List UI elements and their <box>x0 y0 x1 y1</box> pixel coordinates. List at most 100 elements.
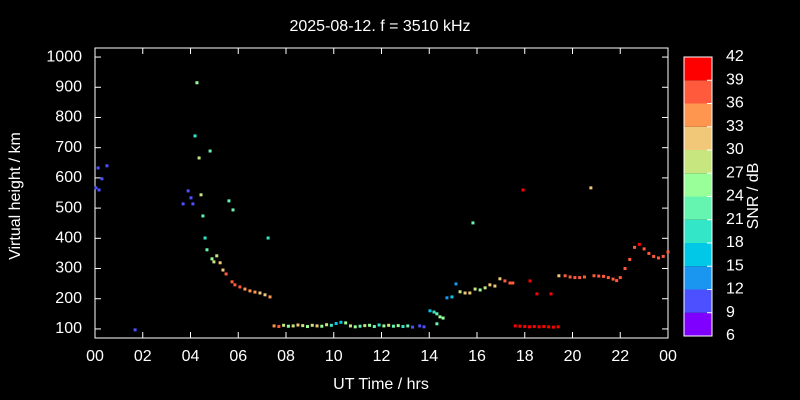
point <box>633 245 637 249</box>
y-tick-label: 900 <box>55 78 82 95</box>
point <box>97 188 101 192</box>
point <box>628 257 632 261</box>
point <box>542 325 546 329</box>
point <box>537 325 541 329</box>
colorbar-band <box>684 266 712 290</box>
point <box>334 322 338 325</box>
colorbar-tick-label: 21 <box>726 211 744 228</box>
colorbar-band <box>684 173 712 197</box>
point <box>454 282 458 286</box>
point <box>208 149 212 153</box>
point <box>508 281 512 285</box>
point <box>210 257 214 261</box>
point <box>94 186 98 190</box>
y-tick-label: 700 <box>55 139 82 156</box>
point <box>483 286 487 290</box>
x-tick-label: 08 <box>277 348 295 365</box>
point <box>227 199 231 203</box>
point <box>606 276 610 280</box>
point <box>513 324 517 328</box>
point <box>432 310 436 314</box>
point <box>203 236 207 240</box>
plot-frame <box>94 47 669 339</box>
point <box>191 202 195 206</box>
colorbar-tick-label: 39 <box>726 71 744 88</box>
point <box>503 279 507 283</box>
x-tick-label: 16 <box>468 348 486 365</box>
colorbar-band <box>684 126 712 150</box>
point <box>189 196 193 200</box>
colorbar-tick-label: 30 <box>726 141 744 158</box>
point <box>368 323 372 327</box>
point <box>100 177 104 181</box>
point <box>406 324 410 328</box>
point <box>382 324 386 328</box>
point <box>243 287 247 291</box>
x-tick-label: 22 <box>611 348 629 365</box>
y-axis-label: Virtual height / km <box>7 132 24 260</box>
point <box>315 324 319 328</box>
point <box>231 208 235 212</box>
y-tick-label: 800 <box>55 109 82 126</box>
point <box>597 274 601 278</box>
point <box>181 202 185 206</box>
point <box>96 166 100 170</box>
y-tick-label: 100 <box>55 320 82 337</box>
point <box>478 288 482 292</box>
point <box>197 156 201 160</box>
point <box>557 274 561 278</box>
point <box>450 295 454 299</box>
colorbar-tick-label: 9 <box>726 304 735 321</box>
y-tick-label: 300 <box>55 260 82 277</box>
point <box>551 325 555 329</box>
colorbar-tick-label: 27 <box>726 164 744 181</box>
x-tick-label: 02 <box>134 348 152 365</box>
x-tick-label: 00 <box>659 348 677 365</box>
point <box>435 322 439 326</box>
colorbar-band <box>684 243 712 267</box>
point <box>305 325 309 329</box>
point <box>221 268 225 272</box>
point <box>224 272 228 276</box>
y-tick-label: 1000 <box>46 48 82 65</box>
point <box>652 254 656 258</box>
point <box>205 248 209 252</box>
point <box>266 236 270 240</box>
x-tick-label: 14 <box>420 348 438 365</box>
point <box>518 324 522 328</box>
point <box>301 324 305 328</box>
point <box>647 251 651 255</box>
point <box>422 325 426 329</box>
point <box>468 291 472 295</box>
point <box>193 134 197 138</box>
point <box>458 290 462 294</box>
x-tick-label: 06 <box>229 348 247 365</box>
point <box>218 261 222 265</box>
colorbar-band <box>684 312 712 336</box>
point <box>363 324 367 328</box>
point <box>396 324 400 328</box>
point <box>258 291 262 295</box>
x-tick-label: 18 <box>516 348 534 365</box>
colorbar-tick-label: 18 <box>726 234 744 251</box>
colorbar-band <box>684 103 712 127</box>
point <box>272 324 276 328</box>
point <box>493 284 497 288</box>
point <box>661 254 665 258</box>
point <box>291 324 295 328</box>
point <box>186 189 190 193</box>
x-tick-label: 10 <box>325 348 343 365</box>
colorbar-band <box>684 196 712 220</box>
point <box>488 283 492 287</box>
point <box>428 309 432 313</box>
point <box>611 277 615 281</box>
point <box>528 279 532 283</box>
x-tick-label: 12 <box>373 348 391 365</box>
point <box>532 325 536 329</box>
point <box>592 274 596 278</box>
point <box>387 323 391 327</box>
point <box>547 325 551 329</box>
point <box>549 292 553 296</box>
point <box>263 293 267 297</box>
